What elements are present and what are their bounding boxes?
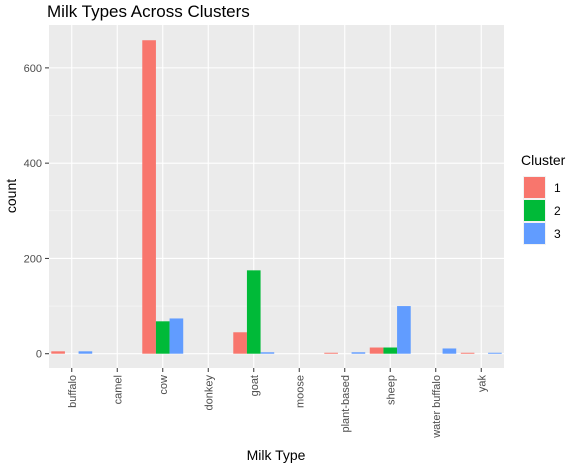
bar-sheep-cluster-3 xyxy=(397,306,411,354)
bar-buffalo-cluster-3 xyxy=(78,351,93,354)
legend-label: 3 xyxy=(554,227,561,241)
x-tick-label: camel xyxy=(112,375,124,404)
x-tick-label: sheep xyxy=(385,375,397,405)
legend-title: Cluster xyxy=(521,152,566,168)
grid-lines xyxy=(49,25,504,368)
bar-water-buffalo-cluster-3 xyxy=(442,348,457,354)
x-tick-label: water buffalo xyxy=(431,375,443,439)
legend-key-cluster-3 xyxy=(524,223,545,244)
x-tick-label: goat xyxy=(249,375,261,396)
chart-title: Milk Types Across Clusters xyxy=(47,2,250,21)
bar-yak-cluster-3 xyxy=(488,352,502,354)
y-tick-label: 600 xyxy=(24,63,42,75)
legend-label: 1 xyxy=(554,181,561,195)
y-axis: 0 200 400 600 xyxy=(24,63,49,361)
bar-cow-cluster-1 xyxy=(142,40,156,354)
bar-goat-cluster-2 xyxy=(246,270,261,354)
y-tick-label: 200 xyxy=(24,253,42,265)
x-tick-label: yak xyxy=(476,375,488,393)
x-tick-label: plant-based xyxy=(340,375,352,433)
legend-key-cluster-2 xyxy=(524,200,545,221)
bar-plant-based-cluster-1 xyxy=(324,352,338,354)
bar-cow-cluster-3 xyxy=(169,318,184,354)
plot-panel xyxy=(49,25,504,368)
y-axis-title: count xyxy=(3,179,19,213)
bar-buffalo-cluster-1 xyxy=(51,351,65,354)
bar-plant-based-cluster-3 xyxy=(351,352,366,354)
bar-sheep-cluster-2 xyxy=(383,347,398,354)
x-axis-title: Milk Type xyxy=(247,447,306,463)
x-tick-label: cow xyxy=(158,375,170,395)
bars xyxy=(51,40,502,354)
y-tick-label: 400 xyxy=(24,158,42,170)
y-tick-label: 0 xyxy=(36,349,42,361)
legend-key-cluster-1 xyxy=(524,177,545,198)
bar-goat-cluster-3 xyxy=(260,352,275,354)
bar-goat-cluster-1 xyxy=(233,332,247,354)
x-tick-label: moose xyxy=(294,375,306,408)
legend-label: 2 xyxy=(554,204,561,218)
x-axis: buffalo camel cow donkey goat moose plant-base… xyxy=(67,368,488,439)
bar-cow-cluster-2 xyxy=(155,321,170,354)
legend: Cluster 1 2 3 xyxy=(521,152,566,245)
bar-sheep-cluster-1 xyxy=(369,347,384,354)
bar-yak-cluster-1 xyxy=(460,352,475,354)
x-tick-label: donkey xyxy=(203,375,215,411)
x-tick-label: buffalo xyxy=(67,375,79,408)
